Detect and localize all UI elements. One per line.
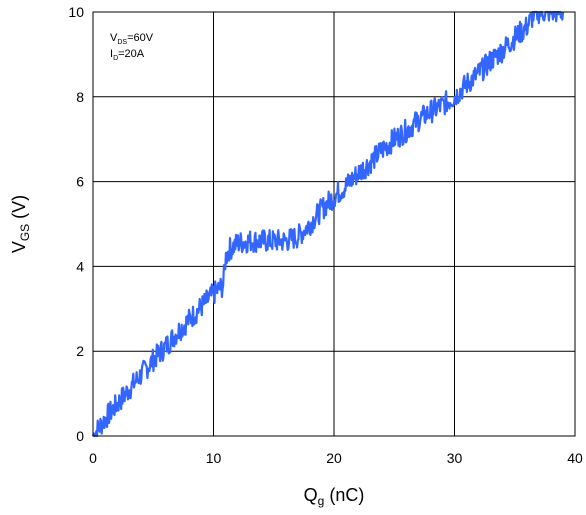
annotation-id: ID=20A <box>110 48 145 62</box>
y-tick-label: 0 <box>76 428 84 444</box>
y-tick-label: 2 <box>76 343 84 359</box>
x-tick-label: 10 <box>206 450 222 466</box>
x-tick-label: 30 <box>447 450 463 466</box>
x-axis-label: Qg (nC) <box>304 485 365 508</box>
tick-labels: 0 10 20 30 40 0 2 4 6 8 10 <box>68 4 583 466</box>
y-tick-label: 6 <box>76 174 84 190</box>
annotation-vds: VDS=60V <box>110 32 154 46</box>
x-tick-label: 0 <box>89 450 97 466</box>
grid-lines <box>93 12 575 436</box>
series-line <box>91 10 565 438</box>
x-tick-label: 20 <box>326 450 342 466</box>
y-tick-label: 10 <box>68 4 84 20</box>
y-tick-label: 4 <box>76 258 84 274</box>
y-tick-label: 8 <box>76 89 84 105</box>
x-tick-label: 40 <box>567 450 583 466</box>
plot-frame <box>92 11 576 437</box>
y-axis-label: VGS (V) <box>9 195 32 253</box>
